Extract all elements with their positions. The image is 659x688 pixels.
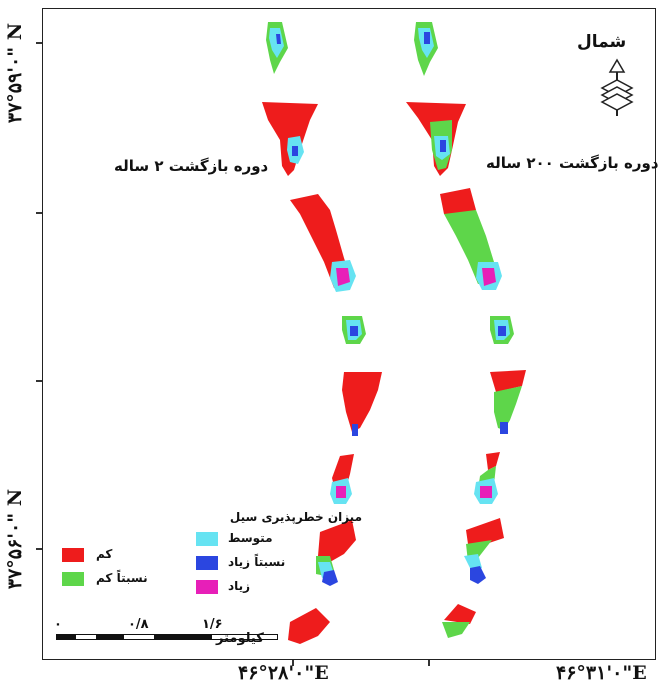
scale-tick-0: ۰ xyxy=(54,617,62,632)
scale-bar-segment xyxy=(96,635,124,639)
legend-swatch-high xyxy=(196,580,218,594)
legend-label-rel-high: نسبتاً زیاد xyxy=(228,555,286,569)
lon-label-west: ۴۶°۲۸'۰"E xyxy=(238,662,329,684)
lat-tick xyxy=(36,42,42,44)
legend-swatch-rel-low xyxy=(62,572,84,586)
lon-tick xyxy=(292,660,294,666)
lon-tick xyxy=(428,660,430,666)
scale-bar: ۰ ۰/۸ ۱/۶ xyxy=(54,617,278,651)
panel-title-right: دوره بازگشت ۲۰۰ ساله xyxy=(486,154,659,172)
legend-label-medium: متوسط xyxy=(228,531,273,545)
scale-tick-1: ۰/۸ xyxy=(128,617,149,632)
legend-swatch-low xyxy=(62,548,84,562)
legend-swatch-rel-high xyxy=(196,556,218,570)
lat-tick xyxy=(36,212,42,214)
lat-tick xyxy=(36,548,42,550)
scale-unit: کیلومتر xyxy=(216,631,264,646)
scale-bar-segment xyxy=(56,635,76,639)
legend-label-rel-low: نسبتاً کم xyxy=(96,571,148,585)
legend-title: میزان خطرپذیری سیل xyxy=(229,510,362,524)
right-panel-patches xyxy=(406,22,526,638)
left-panel-patches xyxy=(262,22,382,644)
scale-bar-segment xyxy=(154,635,212,639)
legend-label-high: زیاد xyxy=(228,579,251,593)
lon-label-east: ۴۶°۳۱'۰"E xyxy=(556,662,647,684)
north-label: شمال xyxy=(577,32,627,52)
lat-tick xyxy=(36,380,42,382)
scale-tick-2: ۱/۶ xyxy=(202,617,223,632)
legend-label-low: کم xyxy=(96,547,113,561)
legend-swatch-medium xyxy=(196,532,218,546)
north-arrow-icon xyxy=(600,58,634,116)
panel-title-left: دوره بازگشت ۲ ساله xyxy=(114,157,269,175)
